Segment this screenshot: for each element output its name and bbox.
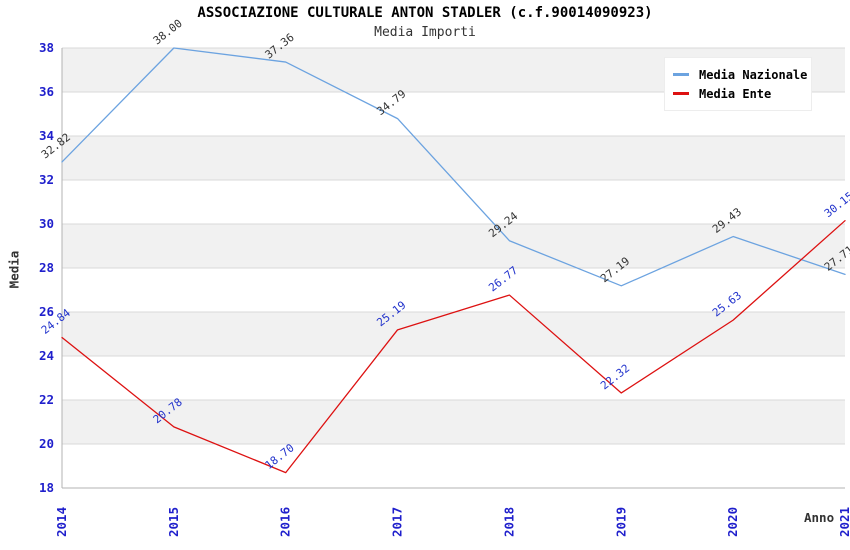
- y-tick-label: 32: [39, 172, 54, 187]
- y-tick-label: 22: [39, 392, 54, 407]
- grid-band: [62, 400, 845, 444]
- x-tick-label: 2015: [166, 507, 181, 537]
- x-tick-label: 2018: [501, 507, 516, 537]
- series-line-media-ente: [61, 220, 846, 474]
- legend-item-media-nazionale: Media Nazionale: [673, 65, 811, 84]
- y-tick-label: 24: [39, 348, 54, 363]
- y-tick-label: 18: [39, 480, 54, 495]
- data-label: 30.15: [822, 189, 850, 220]
- grid-band: [62, 312, 845, 356]
- y-tick-label: 28: [39, 260, 54, 275]
- x-tick-label: 2016: [278, 507, 293, 537]
- grid-band: [62, 224, 845, 268]
- x-axis-title: Anno: [804, 510, 835, 525]
- chart-title: ASSOCIAZIONE CULTURALE ANTON STADLER (c.…: [197, 5, 653, 21]
- grid-band: [62, 136, 845, 180]
- x-tick-label: 2017: [390, 507, 405, 537]
- y-tick-label: 26: [39, 304, 54, 319]
- media-nazionale-line-swatch-icon: [673, 73, 689, 76]
- x-tick-label: 2019: [613, 507, 628, 537]
- series-line-media-nazionale: [61, 47, 846, 287]
- y-tick-label: 36: [39, 84, 54, 99]
- legend-label: Media Ente: [699, 86, 772, 101]
- y-tick-label: 20: [39, 436, 54, 451]
- y-tick-label: 34: [39, 128, 54, 143]
- data-label: 18.70: [263, 441, 297, 472]
- x-tick-label: 2020: [725, 507, 740, 537]
- media-ente-line-swatch-icon: [673, 92, 689, 95]
- legend-item-media-ente: Media Ente: [673, 84, 811, 103]
- x-tick-label: 2014: [54, 507, 69, 537]
- y-axis-title: Media: [6, 250, 22, 289]
- legend: Media Nazionale Media Ente: [664, 57, 812, 111]
- y-tick-label: 30: [39, 216, 54, 231]
- legend-label: Media Nazionale: [699, 67, 808, 82]
- chart-subtitle: Media Importi: [374, 25, 476, 40]
- x-tick-label: 2021: [837, 507, 850, 537]
- y-tick-label: 38: [39, 40, 54, 55]
